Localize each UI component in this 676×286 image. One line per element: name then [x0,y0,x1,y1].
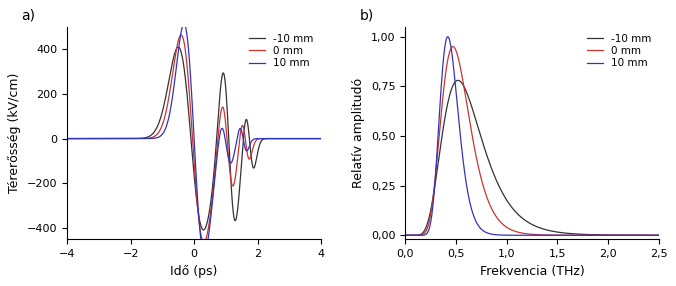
0 mm [172,51,180,54]
10 mm [317,137,325,140]
0 mm [317,137,325,140]
-10 mm [454,79,462,82]
-10 mm [518,216,526,220]
0 mm [184,73,192,76]
0 mm [401,234,409,237]
0 mm [414,234,422,237]
Line: -10 mm: -10 mm [68,47,321,230]
Y-axis label: Relatív amplitudó: Relatív amplitudó [352,78,365,188]
Line: 10 mm: 10 mm [68,24,321,253]
10 mm [297,137,305,140]
0 mm [525,232,533,236]
0 mm [601,234,609,237]
10 mm [247,140,256,143]
Line: 10 mm: 10 mm [405,37,659,235]
0 mm [170,63,178,67]
10 mm [309,137,317,140]
Legend: -10 mm, 0 mm, 10 mm: -10 mm, 0 mm, 10 mm [585,32,654,70]
0 mm [449,45,457,48]
X-axis label: Frekvencia (THz): Frekvencia (THz) [480,265,584,277]
-10 mm [525,221,533,224]
Legend: -10 mm, 0 mm, 10 mm: -10 mm, 0 mm, 10 mm [247,32,316,70]
-10 mm [648,233,656,237]
-10 mm [401,234,409,237]
10 mm [172,69,180,73]
10 mm [414,234,422,237]
Y-axis label: Térerősség (kV/cm): Térerősség (kV/cm) [8,73,22,193]
Line: 0 mm: 0 mm [405,47,659,235]
10 mm [64,137,72,140]
10 mm [170,86,178,89]
-10 mm [172,48,180,52]
Line: 0 mm: 0 mm [68,35,321,242]
0 mm [297,137,305,140]
10 mm [200,251,208,255]
Text: a): a) [22,9,36,23]
10 mm [601,234,609,237]
-10 mm [64,137,72,140]
10 mm [401,234,409,237]
10 mm [180,22,188,26]
-10 mm [170,55,178,58]
10 mm [525,234,533,237]
0 mm [648,234,656,237]
0 mm [655,234,663,237]
10 mm [184,41,192,44]
-10 mm [648,233,656,237]
0 mm [247,151,256,155]
0 mm [177,33,185,37]
-10 mm [247,159,256,162]
-10 mm [309,137,317,140]
10 mm [648,234,656,237]
10 mm [443,35,452,38]
10 mm [518,234,526,237]
0 mm [648,234,656,237]
-10 mm [297,137,305,140]
Text: b): b) [360,9,374,23]
-10 mm [174,45,183,49]
Line: -10 mm: -10 mm [405,80,659,235]
0 mm [518,231,526,235]
0 mm [64,137,72,140]
-10 mm [414,233,422,237]
-10 mm [317,137,325,140]
-10 mm [184,101,192,105]
10 mm [655,234,663,237]
0 mm [200,241,208,244]
-10 mm [655,233,663,237]
-10 mm [199,228,208,232]
-10 mm [601,233,609,237]
X-axis label: Idő (ps): Idő (ps) [170,265,218,278]
0 mm [309,137,317,140]
10 mm [648,234,656,237]
